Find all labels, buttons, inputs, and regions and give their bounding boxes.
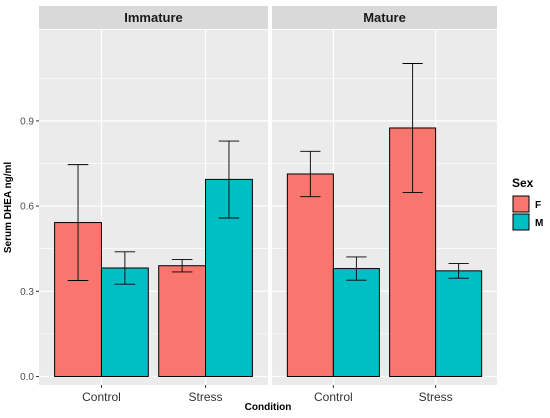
y-axis-title: Serum DHEA ng/ml	[3, 162, 14, 254]
x-tick-label: Control	[82, 390, 121, 404]
bar-immature-stress-f	[158, 265, 207, 377]
facet-immature: Immature	[39, 6, 268, 385]
error-bars	[67, 140, 240, 285]
error-bar-immature-stress-m	[218, 140, 240, 219]
error-bar-mature-control-f	[300, 150, 321, 198]
error-bar-immature-control-f	[67, 164, 89, 281]
x-axis: Control Stress Control Stress	[82, 385, 453, 404]
error-bar-immature-control-m	[114, 251, 136, 285]
facet-strip	[272, 6, 497, 29]
bars	[54, 178, 253, 377]
error-bars	[300, 63, 469, 281]
legend-key-f	[512, 195, 530, 213]
bar-mature-stress-m	[435, 270, 483, 377]
x-tick-label: Control	[314, 390, 353, 404]
y-tick-label: 0.9	[20, 116, 34, 127]
y-tick-label: 0.3	[20, 287, 34, 298]
legend-key-m	[512, 213, 530, 231]
x-tick-label: Stress	[189, 390, 223, 404]
facet-label-mature: Mature	[363, 10, 406, 25]
y-tick-label: 0.0	[20, 372, 34, 383]
legend-label-f: F	[535, 200, 541, 211]
x-axis-title: Condition	[245, 402, 292, 413]
legend: Sex F M	[512, 176, 543, 231]
facet-label-immature: Immature	[124, 10, 183, 25]
facet-mature: Mature	[272, 6, 497, 385]
y-axis: 0.0 0.3 0.6 0.9	[20, 116, 39, 383]
error-bar-immature-stress-f	[171, 259, 193, 273]
error-bar-mature-stress-m	[448, 262, 469, 279]
y-tick-label: 0.6	[20, 202, 34, 213]
error-bar-mature-stress-f	[402, 63, 423, 193]
bar-mature-control-m	[332, 268, 380, 377]
legend-label-m: M	[535, 218, 543, 229]
bars	[286, 127, 483, 377]
x-tick-label: Stress	[419, 390, 453, 404]
bar-immature-control-m	[100, 267, 149, 377]
bar-mature-control-f	[286, 173, 334, 377]
legend-title: Sex	[512, 176, 534, 190]
facet-strip	[39, 6, 268, 29]
error-bar-mature-control-m	[346, 256, 367, 281]
